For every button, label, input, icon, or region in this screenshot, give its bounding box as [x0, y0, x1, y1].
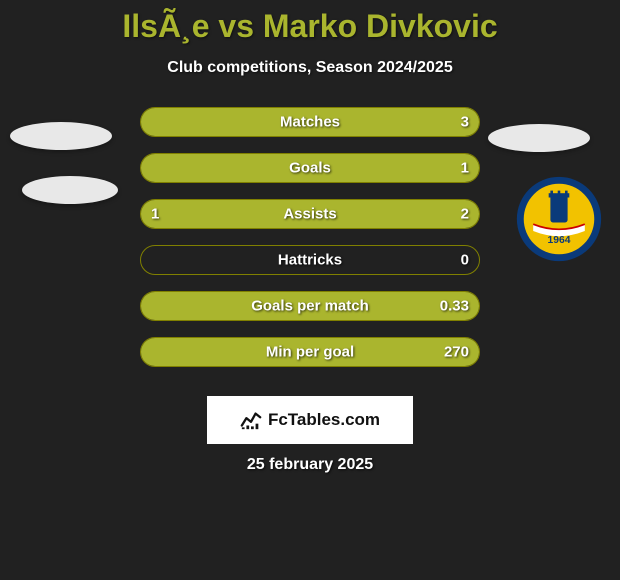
stat-value-right: 270 [444, 344, 469, 361]
stat-value-left: 1 [151, 206, 159, 223]
stat-label: Goals [289, 160, 331, 177]
stat-row: Goals per match 0.33 [0, 291, 620, 321]
stat-row: Hattricks 0 [0, 245, 620, 275]
stats-container: Matches 3 Goals 1 Assists 1 2 Hattricks 0 Goals p… [0, 107, 620, 367]
stat-bar: Goals 1 [140, 153, 480, 183]
stat-bar: Matches 3 [140, 107, 480, 137]
stat-row: Assists 1 2 [0, 199, 620, 229]
stat-label: Assists [283, 206, 336, 223]
stat-bar: Hattricks 0 [140, 245, 480, 275]
stat-row: Min per goal 270 [0, 337, 620, 367]
stat-row: Goals 1 [0, 153, 620, 183]
stat-bar: Min per goal 270 [140, 337, 480, 367]
stat-row: Matches 3 [0, 107, 620, 137]
stat-value-right: 0 [461, 252, 469, 269]
stat-label: Matches [280, 114, 340, 131]
stat-value-right: 2 [461, 206, 469, 223]
page-subtitle: Club competitions, Season 2024/2025 [0, 59, 620, 77]
stat-label: Min per goal [266, 344, 354, 361]
stat-bar: Goals per match 0.33 [140, 291, 480, 321]
stat-value-right: 3 [461, 114, 469, 131]
page-title: IlsÃ¸e vs Marko Divkovic [0, 8, 620, 45]
stat-value-right: 1 [461, 160, 469, 177]
stat-bar: Assists 1 2 [140, 199, 480, 229]
stat-value-right: 0.33 [440, 298, 469, 315]
stat-label: Hattricks [278, 252, 342, 269]
footer-date: 25 february 2025 [247, 456, 373, 474]
stat-label: Goals per match [251, 298, 369, 315]
chart-icon [240, 409, 262, 431]
brand-footer: FcTables.com [207, 396, 413, 444]
brand-name: FcTables.com [268, 410, 380, 430]
